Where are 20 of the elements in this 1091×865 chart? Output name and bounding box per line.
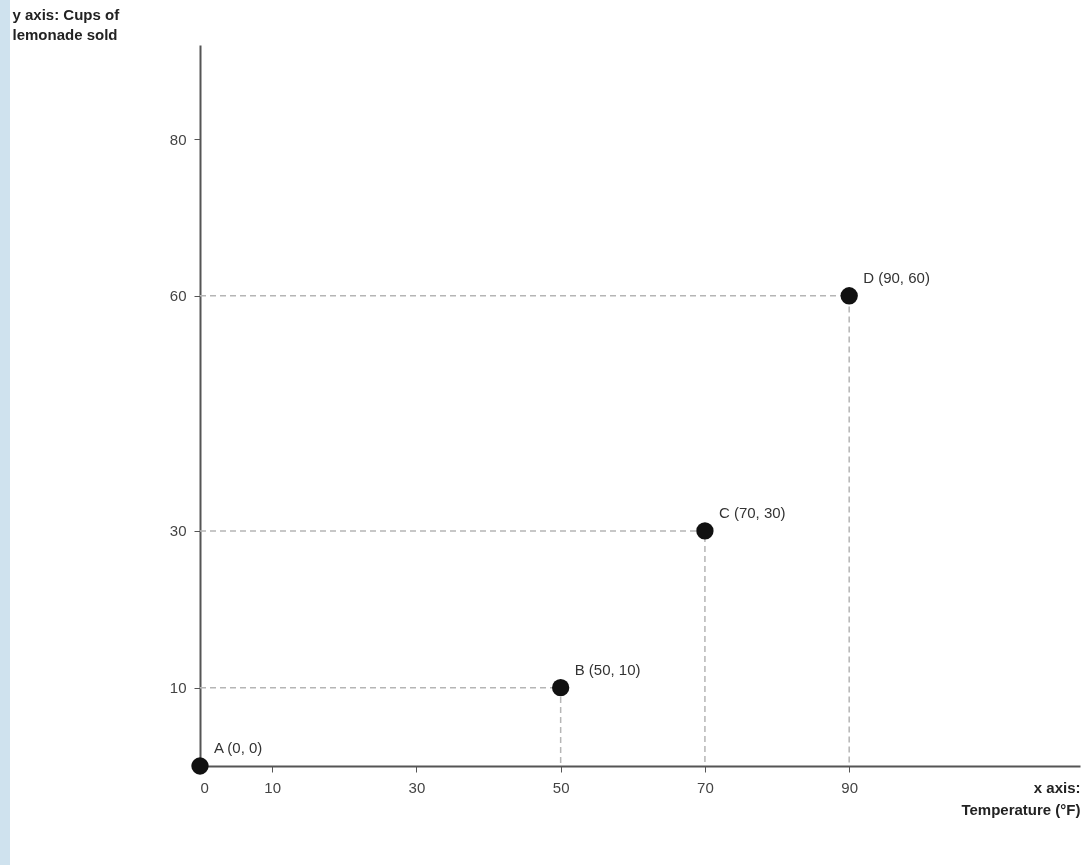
point <box>840 287 858 305</box>
y-tick-label: 60 <box>169 287 187 305</box>
annotation: D (90, 60) <box>863 268 930 286</box>
annotation: C (70, 30) <box>718 503 786 521</box>
x-axis-title: x axis: Temperature (°F) <box>961 778 1081 818</box>
x-tick-label: 90 <box>841 778 859 796</box>
annotation: A (0, 0) <box>214 739 263 756</box>
x-tick-label: 70 <box>697 778 714 796</box>
y-tick-label: 10 <box>169 679 187 697</box>
point <box>552 678 570 697</box>
y-axis-title: y axis: Cups of lemonade sold <box>12 5 121 43</box>
x-tick-label: 30 <box>408 778 426 796</box>
x-tick-label: 0 <box>200 778 209 796</box>
point <box>696 522 714 540</box>
annotation: B (50, 10) <box>574 660 641 678</box>
x-tick-label: 50 <box>552 778 570 796</box>
point <box>191 757 209 775</box>
y-tick-label: 30 <box>169 522 187 540</box>
y-tick-label: 80 <box>169 130 187 148</box>
x-tick-label: 10 <box>264 778 281 796</box>
